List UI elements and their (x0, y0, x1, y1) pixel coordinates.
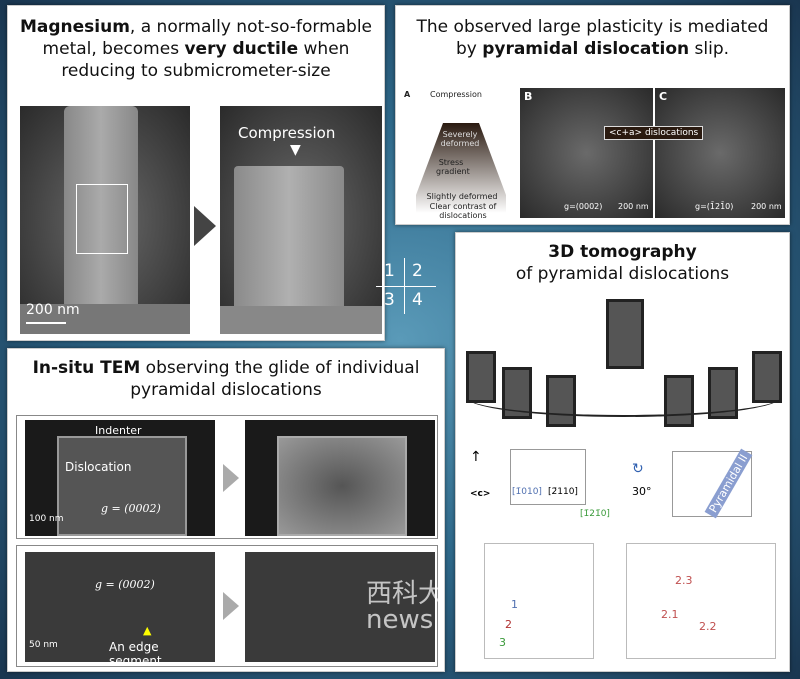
label-a: A (404, 90, 411, 99)
tem-frame-1: Indenter Dislocation g = (0002) 100 nm (25, 420, 215, 536)
watermark: 西科大 (366, 579, 445, 609)
tem-image-c: C g=(1̄21̄0) 200 nm (655, 88, 785, 218)
arrow-right-icon (194, 206, 216, 246)
segment-label: 2.3 (675, 574, 693, 587)
g-vector: g = (0002) (101, 502, 161, 515)
line-label: 3 (499, 636, 506, 649)
pillar-after-image: Compression ▼ (220, 106, 382, 334)
compression-label: Compression (238, 124, 336, 142)
stress-label: Stress gradient (436, 158, 470, 176)
panel-index-grid: 1 2 3 4 (368, 258, 442, 314)
yellow-arrow-icon: ▲ (143, 624, 152, 637)
crystal-orientation-diagram: ↑ <c> [1̄010] [2̄110] [1̄21̄0] (470, 449, 610, 529)
watermark: news (366, 605, 434, 635)
scale-label: 200 nm (26, 302, 80, 318)
down-arrow-icon: ▼ (290, 142, 301, 158)
scale-bar (26, 322, 66, 324)
scale-label: 200 nm (751, 202, 782, 211)
label-b: B (524, 90, 533, 103)
direction-label: [1̄010] (512, 487, 542, 497)
rotation-label: 30° (632, 485, 652, 498)
g-vector: g=(0002) (564, 202, 603, 211)
arrow-right-icon (223, 592, 239, 620)
dislocation-callout: <c+a> dislocations (604, 126, 704, 140)
grid-label: 1 (384, 261, 395, 281)
tem-frame-2 (245, 420, 435, 536)
grid-label: 3 (384, 290, 395, 310)
grid-label: 4 (412, 290, 423, 310)
panel-3-insitu-tem: In-situ TEM observing the glide of indiv… (7, 348, 445, 672)
dislocation-label: Dislocation (65, 460, 132, 474)
tem-frame-4 (245, 552, 435, 662)
panel-1-magnesium: Magnesium, a normally not-so-formable me… (7, 5, 385, 341)
pillar-before-image: 200 nm (20, 106, 190, 334)
slight-label: Slightly deformed (426, 192, 498, 201)
schematic-a: A Compression Severely deformed Stress g… (402, 88, 517, 220)
edge-segment-label: An edge segment (109, 640, 162, 662)
g-vector: g = (0002) (95, 578, 155, 591)
tem-sequence-top: Indenter Dislocation g = (0002) 100 nm (16, 415, 438, 539)
scale-label: 200 nm (618, 202, 649, 211)
scale-label: 100 nm (29, 514, 64, 524)
c-axis-arrow-icon: ↑ (470, 449, 482, 465)
rotate-icon: ↻ (632, 461, 644, 477)
panel-3-title: In-situ TEM observing the glide of indiv… (32, 358, 420, 400)
line-label: 2 (505, 618, 512, 631)
panel-2-title: The observed large plasticity is mediate… (416, 17, 769, 59)
scale-label: 50 nm (29, 640, 58, 650)
indenter-label: Indenter (95, 424, 142, 437)
clear-label: Clear contrast of dislocations (429, 202, 497, 220)
panel-4-title: 3D tomography of pyramidal dislocations (515, 242, 730, 284)
line-label: 1 (511, 598, 518, 611)
segment-label: 2.2 (699, 620, 717, 633)
c-axis-label: <c> (470, 489, 491, 499)
tilt-series (456, 297, 791, 427)
dislocation-3d-left: 1 2 3 (484, 543, 594, 659)
panel-4-tomography: 3D tomography of pyramidal dislocations ↑… (366, 232, 791, 672)
tem-frame-3: g = (0002) ▲ An edge segment 50 nm (25, 552, 215, 662)
label-c: C (659, 90, 668, 103)
direction-label: [2̄110] (548, 487, 578, 497)
grid-label: 2 (412, 261, 423, 281)
segment-label: 2.1 (661, 608, 679, 621)
panel-1-title: Magnesium, a normally not-so-formable me… (19, 17, 373, 81)
g-vector: g=(1̄21̄0) (695, 202, 734, 211)
tem-sequence-bottom: g = (0002) ▲ An edge segment 50 nm (16, 545, 438, 667)
severe-label: Severely deformed (440, 130, 480, 148)
pyramidal-plane-diagram: ↻ 30° Pyramidal II (632, 447, 782, 527)
tem-image-b: B g=(0002) 200 nm (520, 88, 653, 218)
panel-2-plasticity: The observed large plasticity is mediate… (395, 5, 790, 225)
direction-label: [1̄21̄0] (580, 509, 610, 519)
compression-label: Compression (430, 90, 482, 99)
dislocation-3d-right: 2.3 2.1 2.2 (626, 543, 776, 659)
arrow-right-icon (223, 464, 239, 492)
